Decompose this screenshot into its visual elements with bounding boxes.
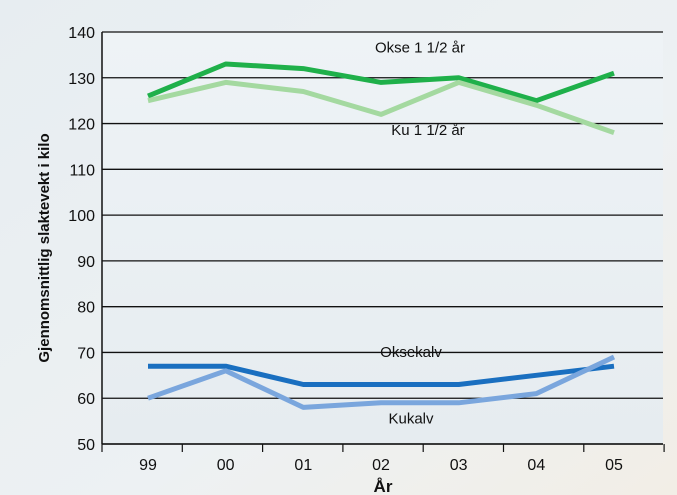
x-tick-label-00: 00 [217,457,235,474]
series-label-okse-1-1-2-r: Okse 1 1/2 år [375,40,465,57]
series-label-ku-1-1-2-r: Ku 1 1/2 år [391,122,464,139]
series-label-oksekalv: Oksekalv [380,344,442,361]
y-tick-label-140: 140 [68,25,95,42]
series-line-ku-1-1-2-r [147,79,615,136]
x-tick-label-05: 05 [605,457,623,474]
series-labels: Okse 1 1/2 år Ku 1 1/2 år Oksekalv Kukalv [375,40,465,428]
y-tick-label-110: 110 [69,162,95,179]
y-tick-label-50: 50 [77,437,95,454]
x-tick-label-01: 01 [294,457,312,474]
y-tick-label-100: 100 [68,208,95,225]
y-tick-label-120: 120 [68,117,95,134]
axes: 50 60 70 80 90 100 110 120 130 140 99 00 01 02 03 04 05 [68,25,665,474]
series-line-okse-1-1-2-r [147,61,615,104]
y-axis-label: Gjennomsnittlig slaktevekt i kilo [36,133,53,362]
series-line-oksekalv [148,363,615,387]
y-tick-label-70: 70 [77,345,95,362]
x-axis-label: År [374,477,393,495]
x-tick-label-99: 99 [139,457,157,474]
series-line-kukalv [147,354,616,410]
y-tick-label-130: 130 [68,71,95,88]
x-tick-label-02: 02 [372,457,390,474]
series [147,61,616,410]
x-tick-label-03: 03 [450,457,468,474]
series-label-kukalv: Kukalv [388,410,434,427]
x-tick-label-04: 04 [527,457,545,474]
y-tick-label-60: 60 [77,391,95,408]
y-tick-label-80: 80 [77,300,95,317]
y-tick-label-90: 90 [77,254,95,271]
